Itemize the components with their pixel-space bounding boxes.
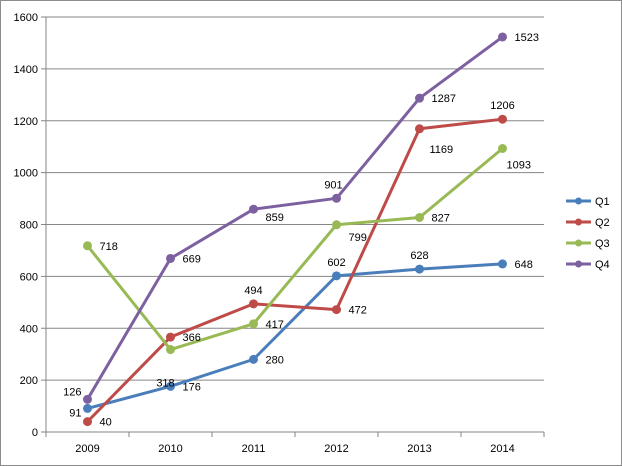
data-point-q3 [249, 319, 258, 329]
data-label-q2: 1206 [490, 100, 514, 112]
data-point-q4 [415, 93, 424, 103]
data-label-q1: 628 [410, 250, 428, 262]
data-point-q4 [498, 32, 507, 42]
x-tick-label: 2014 [490, 443, 514, 455]
data-point-q3 [166, 345, 175, 355]
data-label-q3: 318 [156, 378, 174, 390]
y-tick-label: 400 [20, 323, 38, 335]
series-line-q3 [86, 147, 504, 352]
y-tick-label: 200 [20, 375, 38, 387]
data-label-q2: 366 [183, 332, 201, 344]
data-label-q3: 1093 [507, 160, 531, 172]
y-axis-ticks: 0 200 400 600 800 1000 1200 1400 1600 [14, 12, 38, 439]
x-tick-label: 2012 [324, 443, 348, 455]
data-label-q1: 280 [266, 354, 284, 366]
axes [41, 16, 545, 437]
data-point-q4 [249, 204, 258, 214]
series-line-q2 [86, 117, 504, 424]
data-label-q4: 669 [183, 253, 201, 265]
legend-marker-q4 [575, 260, 582, 268]
x-tick-label: 2013 [407, 443, 431, 455]
x-axis-ticks: 2009 2010 2011 2012 2013 2014 [75, 443, 514, 455]
data-point-q2 [166, 332, 175, 342]
legend-label-q4: Q4 [595, 259, 610, 271]
legend-label-q2: Q2 [595, 217, 610, 229]
y-tick-label: 1400 [14, 64, 38, 76]
x-tick-label: 2011 [242, 443, 266, 455]
data-point-q1 [166, 381, 175, 391]
x-tick-label: 2009 [75, 443, 99, 455]
data-point-q2 [332, 305, 341, 315]
data-label-q4: 901 [324, 179, 342, 191]
legend: Q1 Q2 Q3 Q4 [566, 196, 610, 271]
data-label-q3: 718 [100, 241, 118, 253]
data-label-q2: 494 [244, 285, 262, 297]
data-point-q1 [83, 403, 92, 413]
data-point-q2 [498, 114, 507, 124]
y-tick-label: 600 [20, 271, 38, 283]
y-tick-label: 1000 [14, 168, 38, 180]
data-label-q1: 648 [515, 259, 533, 271]
gridlines [46, 16, 544, 381]
data-label-q3: 799 [349, 232, 367, 244]
y-tick-label: 0 [32, 427, 38, 439]
y-tick-label: 800 [20, 220, 38, 232]
data-point-q1 [415, 264, 424, 274]
series-group [83, 32, 507, 427]
data-label-q4: 126 [63, 386, 81, 398]
data-label-q4: 1523 [515, 32, 539, 44]
x-tick-label: 2010 [158, 443, 182, 455]
data-label-q1: 602 [327, 257, 345, 269]
data-labels: 91 176 280 602 628 648 40 366 494 472 1169 1206 718 3… [63, 32, 539, 429]
data-point-q1 [249, 354, 258, 364]
data-label-q2: 472 [349, 305, 367, 317]
data-point-q1 [332, 271, 341, 281]
legend-label-q1: Q1 [595, 196, 610, 208]
data-label-q4: 859 [266, 212, 284, 224]
data-point-q3 [332, 220, 341, 230]
data-label-q4: 1287 [432, 93, 456, 105]
series-line-q4 [86, 35, 504, 401]
data-point-q1 [498, 259, 507, 269]
data-label-q2: 40 [100, 417, 112, 429]
data-label-q3: 827 [432, 212, 450, 224]
data-point-q2 [83, 417, 92, 427]
legend-label-q3: Q3 [595, 238, 610, 250]
series-line-q1 [86, 262, 504, 410]
data-point-q4 [332, 193, 341, 203]
legend-marker-q2 [575, 218, 582, 226]
legend-marker-q1 [575, 197, 582, 205]
data-point-q3 [498, 144, 507, 154]
data-point-q4 [83, 394, 92, 404]
data-point-q2 [249, 299, 258, 309]
legend-marker-q3 [575, 239, 582, 247]
data-label-q2: 1169 [430, 144, 454, 156]
data-label-q1: 176 [183, 381, 201, 393]
data-label-q1: 91 [69, 407, 81, 419]
y-tick-label: 1200 [14, 116, 38, 128]
data-label-q3: 417 [266, 319, 284, 331]
data-point-q3 [415, 212, 424, 222]
data-point-q4 [166, 253, 175, 263]
data-point-q3 [83, 241, 92, 251]
data-point-q2 [415, 124, 424, 134]
y-tick-label: 1600 [14, 12, 38, 24]
